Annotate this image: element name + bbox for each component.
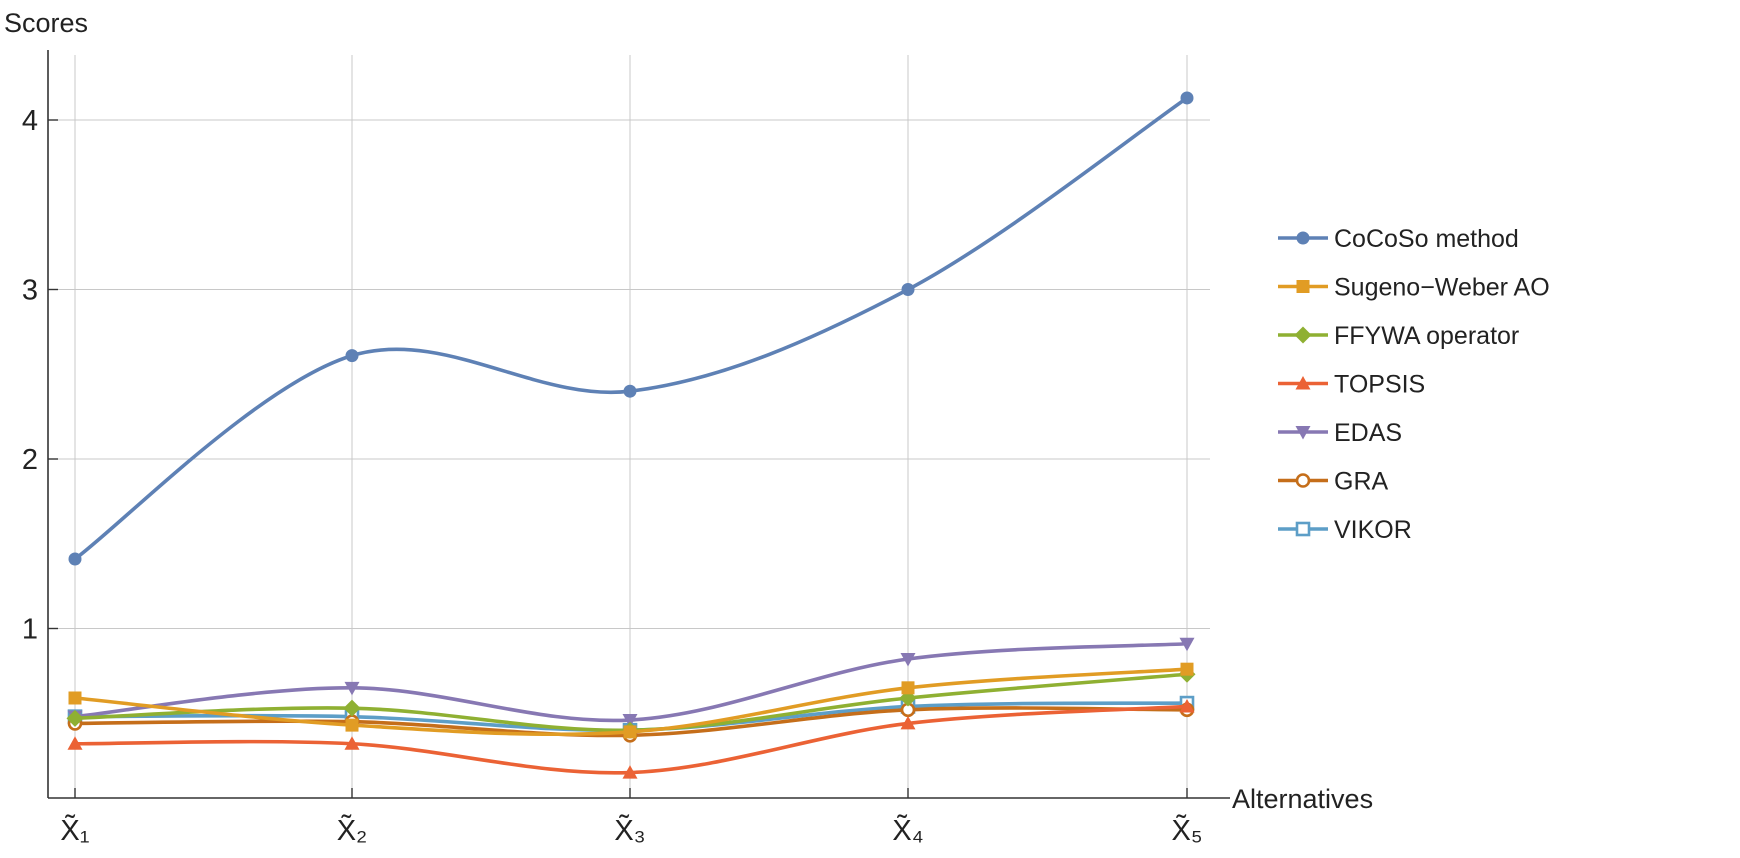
legend-item: EDAS xyxy=(1278,419,1402,447)
series-topsis xyxy=(67,698,1195,779)
legend-item: FFYWA operator xyxy=(1278,322,1519,350)
data-point xyxy=(901,283,915,296)
grid-lines xyxy=(48,55,1210,798)
series-cocoso-method xyxy=(68,91,1194,566)
legend-label: Sugeno−Weber AO xyxy=(1334,274,1550,302)
series-line xyxy=(73,96,1189,561)
legend-label: TOPSIS xyxy=(1334,371,1425,399)
y-tick-label: 2 xyxy=(22,444,38,476)
data-point xyxy=(623,384,637,398)
legend-swatch-marker xyxy=(1295,426,1311,440)
y-axis-title: Scores xyxy=(4,8,88,38)
legend-item: TOPSIS xyxy=(1278,371,1425,399)
legend-item: GRA xyxy=(1278,468,1389,496)
data-point xyxy=(1180,91,1194,105)
data-point xyxy=(345,718,359,732)
y-ticks: 1 2 3 4 xyxy=(22,105,58,646)
data-point xyxy=(622,714,638,728)
data-point xyxy=(68,552,82,566)
data-point xyxy=(1179,637,1195,652)
data-point xyxy=(343,699,361,717)
legend-label: FFYWA operator xyxy=(1334,322,1519,350)
data-point xyxy=(67,736,83,750)
legend-item: CoCoSo method xyxy=(1278,225,1519,253)
y-tick-label: 1 xyxy=(22,614,38,646)
x-tick-label: X̃₂ xyxy=(337,814,368,847)
series-sugeno-weber-ao xyxy=(68,662,1194,739)
y-tick-label: 4 xyxy=(22,105,38,137)
data-point xyxy=(68,691,82,705)
data-point xyxy=(622,765,638,779)
data-point xyxy=(900,715,916,730)
legend-label: GRA xyxy=(1334,468,1389,496)
legend-label: VIKOR xyxy=(1334,516,1412,544)
data-point xyxy=(345,349,359,363)
data-point xyxy=(1180,662,1194,676)
data-point xyxy=(1179,698,1195,713)
legend-item: VIKOR xyxy=(1278,516,1412,544)
x-axis-title: Alternatives xyxy=(1232,784,1373,814)
series-group xyxy=(66,91,1196,779)
data-point xyxy=(900,653,916,667)
x-tick-label: X̃₁ xyxy=(60,814,89,847)
legend-swatch-marker xyxy=(1295,473,1311,488)
legend-swatch-marker xyxy=(1295,521,1311,537)
x-ticks: X̃₁ X̃₂ X̃₃ X̃₄ X̃₅ xyxy=(60,788,1203,847)
legend-swatch-marker xyxy=(1296,231,1310,245)
x-tick-label: X̃₄ xyxy=(892,814,923,847)
legend-item: Sugeno−Weber AO xyxy=(1278,274,1550,302)
data-point xyxy=(66,709,84,727)
legend-label: EDAS xyxy=(1334,419,1402,447)
data-point xyxy=(901,681,915,695)
data-point xyxy=(344,736,360,750)
x-tick-label: X̃₅ xyxy=(1171,814,1202,847)
x-tick-label: X̃₃ xyxy=(614,814,645,847)
y-tick-label: 3 xyxy=(22,275,38,307)
data-point xyxy=(623,725,637,739)
legend-swatch-marker xyxy=(1294,326,1312,344)
legend: CoCoSo method Sugeno−Weber AO FFYWA operat… xyxy=(1278,225,1550,544)
data-point xyxy=(344,681,360,696)
legend-label: CoCoSo method xyxy=(1334,225,1519,253)
legend-swatch-marker xyxy=(1295,376,1311,390)
axes: Scores Alternatives xyxy=(4,8,1373,814)
legend-swatch-marker xyxy=(1296,280,1310,293)
